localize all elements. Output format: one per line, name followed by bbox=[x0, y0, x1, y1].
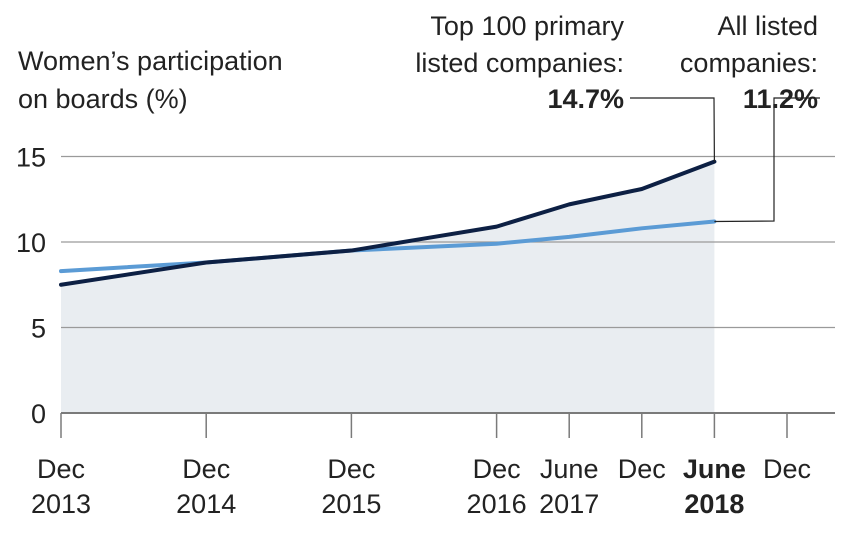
series-0-value-label: 14.7% bbox=[547, 84, 624, 114]
callout-leader-0 bbox=[630, 97, 716, 162]
x-tick-label-4-line-2: 2017 bbox=[539, 489, 599, 519]
x-tick-label-2-line-2: 2015 bbox=[321, 489, 381, 519]
series-1-value-label: 11.2% bbox=[743, 84, 818, 114]
x-tick-label-3-line-2: 2016 bbox=[467, 489, 527, 519]
area-fill bbox=[61, 161, 715, 413]
x-tick-label-6-line-2: 2018 bbox=[684, 489, 744, 519]
series-0-label-line-1: Top 100 primary bbox=[430, 11, 624, 41]
x-tick-label-1-line-2: 2014 bbox=[176, 489, 236, 519]
x-tick-label-0-line-1: Dec bbox=[37, 454, 85, 484]
y-tick-label-5: 5 bbox=[31, 314, 46, 344]
x-tick-label-7-line-1: Dec bbox=[763, 454, 811, 484]
y-axis-label-line-2: on boards (%) bbox=[18, 84, 188, 114]
y-axis-label-line-1: Women’s participation bbox=[18, 46, 283, 76]
series-1-label-line-1: All listed bbox=[717, 11, 818, 41]
y-tick-label-0: 0 bbox=[31, 399, 46, 429]
x-tick-label-6-line-1: June bbox=[683, 454, 746, 484]
x-tick-label-3-line-1: Dec bbox=[473, 454, 521, 484]
y-tick-label-15: 15 bbox=[16, 143, 46, 173]
series-line-0 bbox=[59, 159, 717, 287]
y-tick-label-10: 10 bbox=[16, 228, 46, 258]
series-1-label-line-2: companies: bbox=[680, 48, 818, 78]
series-0-label-line-2: listed companies: bbox=[415, 48, 624, 78]
x-tick-label-1-line-1: Dec bbox=[182, 454, 230, 484]
x-tick-label-4-line-1: June bbox=[540, 454, 599, 484]
callout-leader-1 bbox=[714, 97, 820, 223]
x-tick-label-0-line-2: 2013 bbox=[31, 489, 91, 519]
x-tick-label-5-line-1: Dec bbox=[618, 454, 666, 484]
x-tick-label-2-line-1: Dec bbox=[327, 454, 375, 484]
